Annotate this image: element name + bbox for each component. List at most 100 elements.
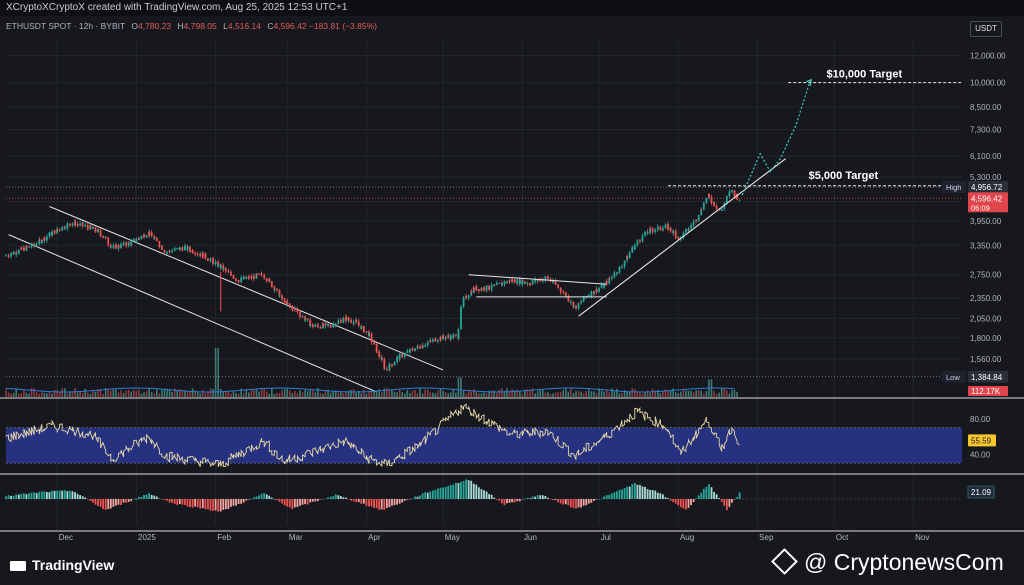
panel-separators — [0, 397, 1024, 532]
volume-bar-61 — [161, 389, 163, 397]
volume-bar-243 — [626, 391, 628, 397]
macd-bar-254 — [654, 490, 657, 499]
volume-bar-60 — [158, 393, 161, 397]
volume-bar-174 — [449, 392, 452, 397]
macd-bar-145 — [375, 499, 378, 509]
candle-body-128 — [168, 250, 171, 252]
macd-bar-133 — [345, 497, 347, 499]
candle-body-301 — [391, 363, 393, 365]
candle-body-20 — [30, 243, 33, 247]
volume-bar-118 — [306, 390, 309, 397]
currency-button[interactable]: USDT — [970, 21, 1002, 37]
candle-body-444 — [572, 305, 575, 308]
candle-body-429 — [554, 280, 557, 284]
volume-bar-220 — [567, 391, 570, 397]
candle-body-436 — [562, 292, 565, 293]
candle-body-498 — [641, 235, 644, 241]
time-tick-3: Mar — [289, 533, 303, 542]
macd-bar-277 — [713, 491, 715, 499]
volume-bar-281 — [723, 388, 726, 397]
volume-bar-117 — [304, 389, 306, 397]
macd-bar-84 — [219, 499, 222, 512]
macd-bar-234 — [603, 496, 606, 499]
macd-bar-279 — [718, 497, 721, 499]
volume-bar-115 — [299, 390, 301, 397]
volume-bar-112 — [291, 392, 294, 397]
macd-bar-255 — [656, 492, 659, 499]
volume-bar-82 — [214, 348, 217, 397]
candle-body-378 — [488, 289, 491, 291]
candle-body-49 — [69, 223, 71, 225]
volume-bar-78 — [204, 393, 207, 397]
volume-bar-33 — [89, 393, 92, 397]
volume-bar-180 — [465, 393, 467, 397]
candle-body-177 — [232, 275, 235, 279]
candle-body-112 — [148, 231, 151, 236]
volume-bar-286 — [736, 391, 738, 397]
macd-bar-256 — [659, 493, 662, 499]
candle-body-124 — [163, 251, 166, 253]
candle-body-242 — [314, 324, 317, 326]
high-tag-bg — [968, 181, 1008, 194]
volume-bar-107 — [278, 393, 281, 397]
macd-bar-273 — [702, 488, 705, 499]
candle-body-368 — [475, 286, 478, 291]
volume-bar-282 — [726, 390, 728, 397]
volume-bar-183 — [472, 389, 475, 397]
symbol-label[interactable]: ETHUSDT SPOT · 12h · BYBIT — [6, 21, 126, 31]
macd-bar-207 — [534, 496, 537, 499]
volume-bar-168 — [434, 393, 437, 397]
volume-bar-255 — [657, 389, 659, 397]
macd-bar-71 — [186, 499, 189, 507]
candle-body-184 — [240, 277, 243, 280]
candle-body-106 — [140, 235, 143, 239]
volume-bar-17 — [48, 391, 51, 397]
volume-bar-283 — [728, 393, 731, 397]
volume-bar-262 — [674, 392, 677, 397]
candle-body-120 — [158, 244, 161, 248]
macd-bar-17 — [48, 492, 51, 499]
macd-bar-22 — [61, 490, 64, 499]
macd-bar-183 — [472, 483, 475, 499]
macd-bar-83 — [217, 499, 220, 512]
candle-body-214 — [278, 295, 281, 297]
candle-body-336 — [434, 338, 437, 342]
candle-body-278 — [360, 326, 363, 329]
macd-bar-129 — [334, 494, 337, 499]
candle-body-115 — [153, 236, 156, 239]
volume-bar-10 — [30, 388, 33, 397]
volume-bar-203 — [524, 389, 526, 397]
volume-bar-49 — [130, 391, 133, 397]
volume-bar-22 — [61, 388, 64, 397]
volume-bar-248 — [639, 392, 641, 397]
candle-body-326 — [421, 345, 424, 347]
macd-bar-274 — [705, 486, 708, 499]
candle-body-178 — [232, 278, 235, 279]
macd-bar-147 — [380, 499, 383, 510]
candle-body-428 — [552, 280, 554, 283]
macd-bar-75 — [196, 499, 199, 508]
candle-body-312 — [403, 352, 406, 356]
candle-body-356 — [460, 306, 462, 320]
candle-body-523 — [674, 230, 677, 234]
candle-body-176 — [230, 272, 232, 276]
macd-bar-28 — [76, 493, 79, 499]
macd-bar-211 — [544, 495, 547, 499]
candle-body-384 — [495, 282, 498, 285]
volume-bar-74 — [194, 390, 196, 397]
volume-bar-279 — [718, 392, 720, 397]
volume-bar-70 — [184, 390, 186, 397]
macd-bar-232 — [598, 498, 600, 500]
volume-bar-108 — [281, 390, 283, 397]
volume-bar-26 — [71, 391, 74, 397]
macd-bar-119 — [309, 499, 312, 503]
rsi-line — [5, 403, 740, 468]
macd-bar-58 — [153, 495, 156, 499]
volume-bar-236 — [608, 392, 611, 397]
trading-chart[interactable]: $5,000 Target $10,000 Target 112.17K 80.0… — [0, 0, 1024, 548]
volume-bar-106 — [276, 392, 278, 397]
candle-body-346 — [447, 335, 450, 338]
time-tick-10: Oct — [836, 533, 849, 542]
candle-body-338 — [437, 340, 439, 342]
time-tick-11: Nov — [915, 533, 929, 542]
